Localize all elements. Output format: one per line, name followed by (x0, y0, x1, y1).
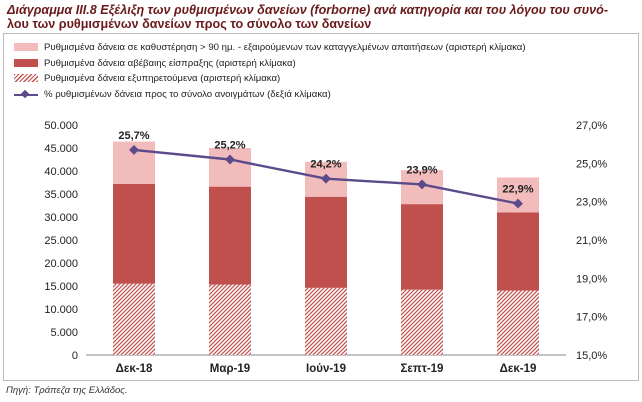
legend-swatch-ratio (14, 93, 38, 96)
legend-label-performing: Ρυθμισμένα δάνεια εξυπηρετούμενα (αριστε… (44, 73, 281, 84)
bar-red-segment (209, 186, 251, 285)
x-axis-category-label: Σεπτ-19 (401, 363, 444, 375)
right-axis-tick-label: 15,0% (576, 350, 607, 362)
legend-item-unlikely-to-pay: Ρυθμισμένα δάνεια αβέβαιης είσπραξης (αρ… (14, 56, 526, 72)
chart-title: Διάγραμμα ΙΙΙ.8 Εξέλιξη των ρυθμισμένων … (7, 3, 635, 31)
ratio-data-label: 25,7% (118, 130, 149, 142)
bar-pink-segment (209, 148, 251, 187)
left-axis-tick-label: 45.000 (44, 143, 78, 155)
bar-red-segment (305, 196, 347, 288)
ratio-data-label: 25,2% (214, 140, 245, 152)
left-axis-tick-label: 25.000 (44, 235, 78, 247)
bar-hatch-segment (305, 287, 347, 355)
right-axis-tick-label: 25,0% (576, 158, 607, 170)
bar-hatch-segment (401, 289, 443, 355)
ratio-point-marker (417, 179, 427, 190)
right-axis-tick-label: 23,0% (576, 197, 607, 209)
left-axis-tick-label: 50.000 (44, 120, 78, 132)
bar-red-segment (497, 212, 539, 291)
left-axis-tick-label: 35.000 (44, 189, 78, 201)
legend-label-ratio: % ρυθμισμένων δάνεια προς το σύνολο ανοι… (44, 88, 331, 100)
bar-red-segment (113, 183, 155, 284)
right-axis-tick-label: 17,0% (576, 312, 607, 324)
left-axis-tick-label: 15.000 (44, 281, 78, 293)
left-axis-tick-label: 5.000 (50, 327, 78, 339)
ratio-data-label: 24,2% (310, 159, 341, 171)
ratio-data-label: 23,9% (406, 164, 437, 176)
x-axis-category-label: Δεκ-19 (500, 363, 537, 375)
chart-source: Πηγή: Τράπεζα της Ελλάδος. (6, 385, 128, 396)
left-axis-tick-label: 20.000 (44, 258, 78, 270)
legend-swatch-overdue (14, 43, 38, 51)
ratio-point-marker (129, 144, 139, 155)
ratio-point-marker (513, 198, 523, 209)
chart-title-line1: Διάγραμμα ΙΙΙ.8 Εξέλιξη των ρυθμισμένων … (7, 3, 609, 17)
left-axis-tick-label: 40.000 (44, 166, 78, 178)
x-axis-category-label: Ιούν-19 (306, 363, 346, 375)
chart-legend: Ρυθμισμένα δάνεια σε καθυστέρηση > 90 ημ… (14, 40, 526, 102)
legend-swatch-performing (14, 74, 38, 82)
right-axis-tick-label: 21,0% (576, 235, 607, 247)
left-axis-tick-label: 0 (72, 350, 78, 362)
right-axis-tick-label: 19,0% (576, 273, 607, 285)
legend-item-ratio: % ρυθμισμένων δάνεια προς το σύνολο ανοι… (14, 87, 526, 103)
x-axis-category-label: Μαρ-19 (210, 363, 250, 375)
bar-red-segment (401, 204, 443, 290)
bar-hatch-segment (113, 283, 155, 355)
ratio-point-marker (321, 173, 331, 184)
legend-item-performing: Ρυθμισμένα δάνεια εξυπηρετούμενα (αριστε… (14, 71, 526, 87)
legend-item-overdue: Ρυθμισμένα δάνεια σε καθυστέρηση > 90 ημ… (14, 40, 526, 56)
chart-title-line2: λου των ρυθμισμένων δανείων προς το σύνο… (7, 16, 372, 31)
bar-hatch-segment (497, 290, 539, 355)
bar-hatch-segment (209, 284, 251, 355)
ratio-data-label: 22,9% (502, 184, 533, 196)
chart-frame (3, 33, 639, 381)
legend-label-overdue: Ρυθμισμένα δάνεια σε καθυστέρηση > 90 ημ… (44, 42, 526, 53)
legend-swatch-unlikely-to-pay (14, 58, 38, 67)
legend-label-unlikely-to-pay: Ρυθμισμένα δάνεια αβέβαιης είσπραξης (αρ… (44, 57, 296, 69)
left-axis-tick-label: 10.000 (44, 304, 78, 316)
right-axis-tick-label: 27,0% (576, 120, 607, 132)
x-axis-category-label: Δεκ-18 (116, 363, 153, 375)
left-axis-tick-label: 30.000 (44, 212, 78, 224)
ratio-point-marker (225, 154, 235, 165)
